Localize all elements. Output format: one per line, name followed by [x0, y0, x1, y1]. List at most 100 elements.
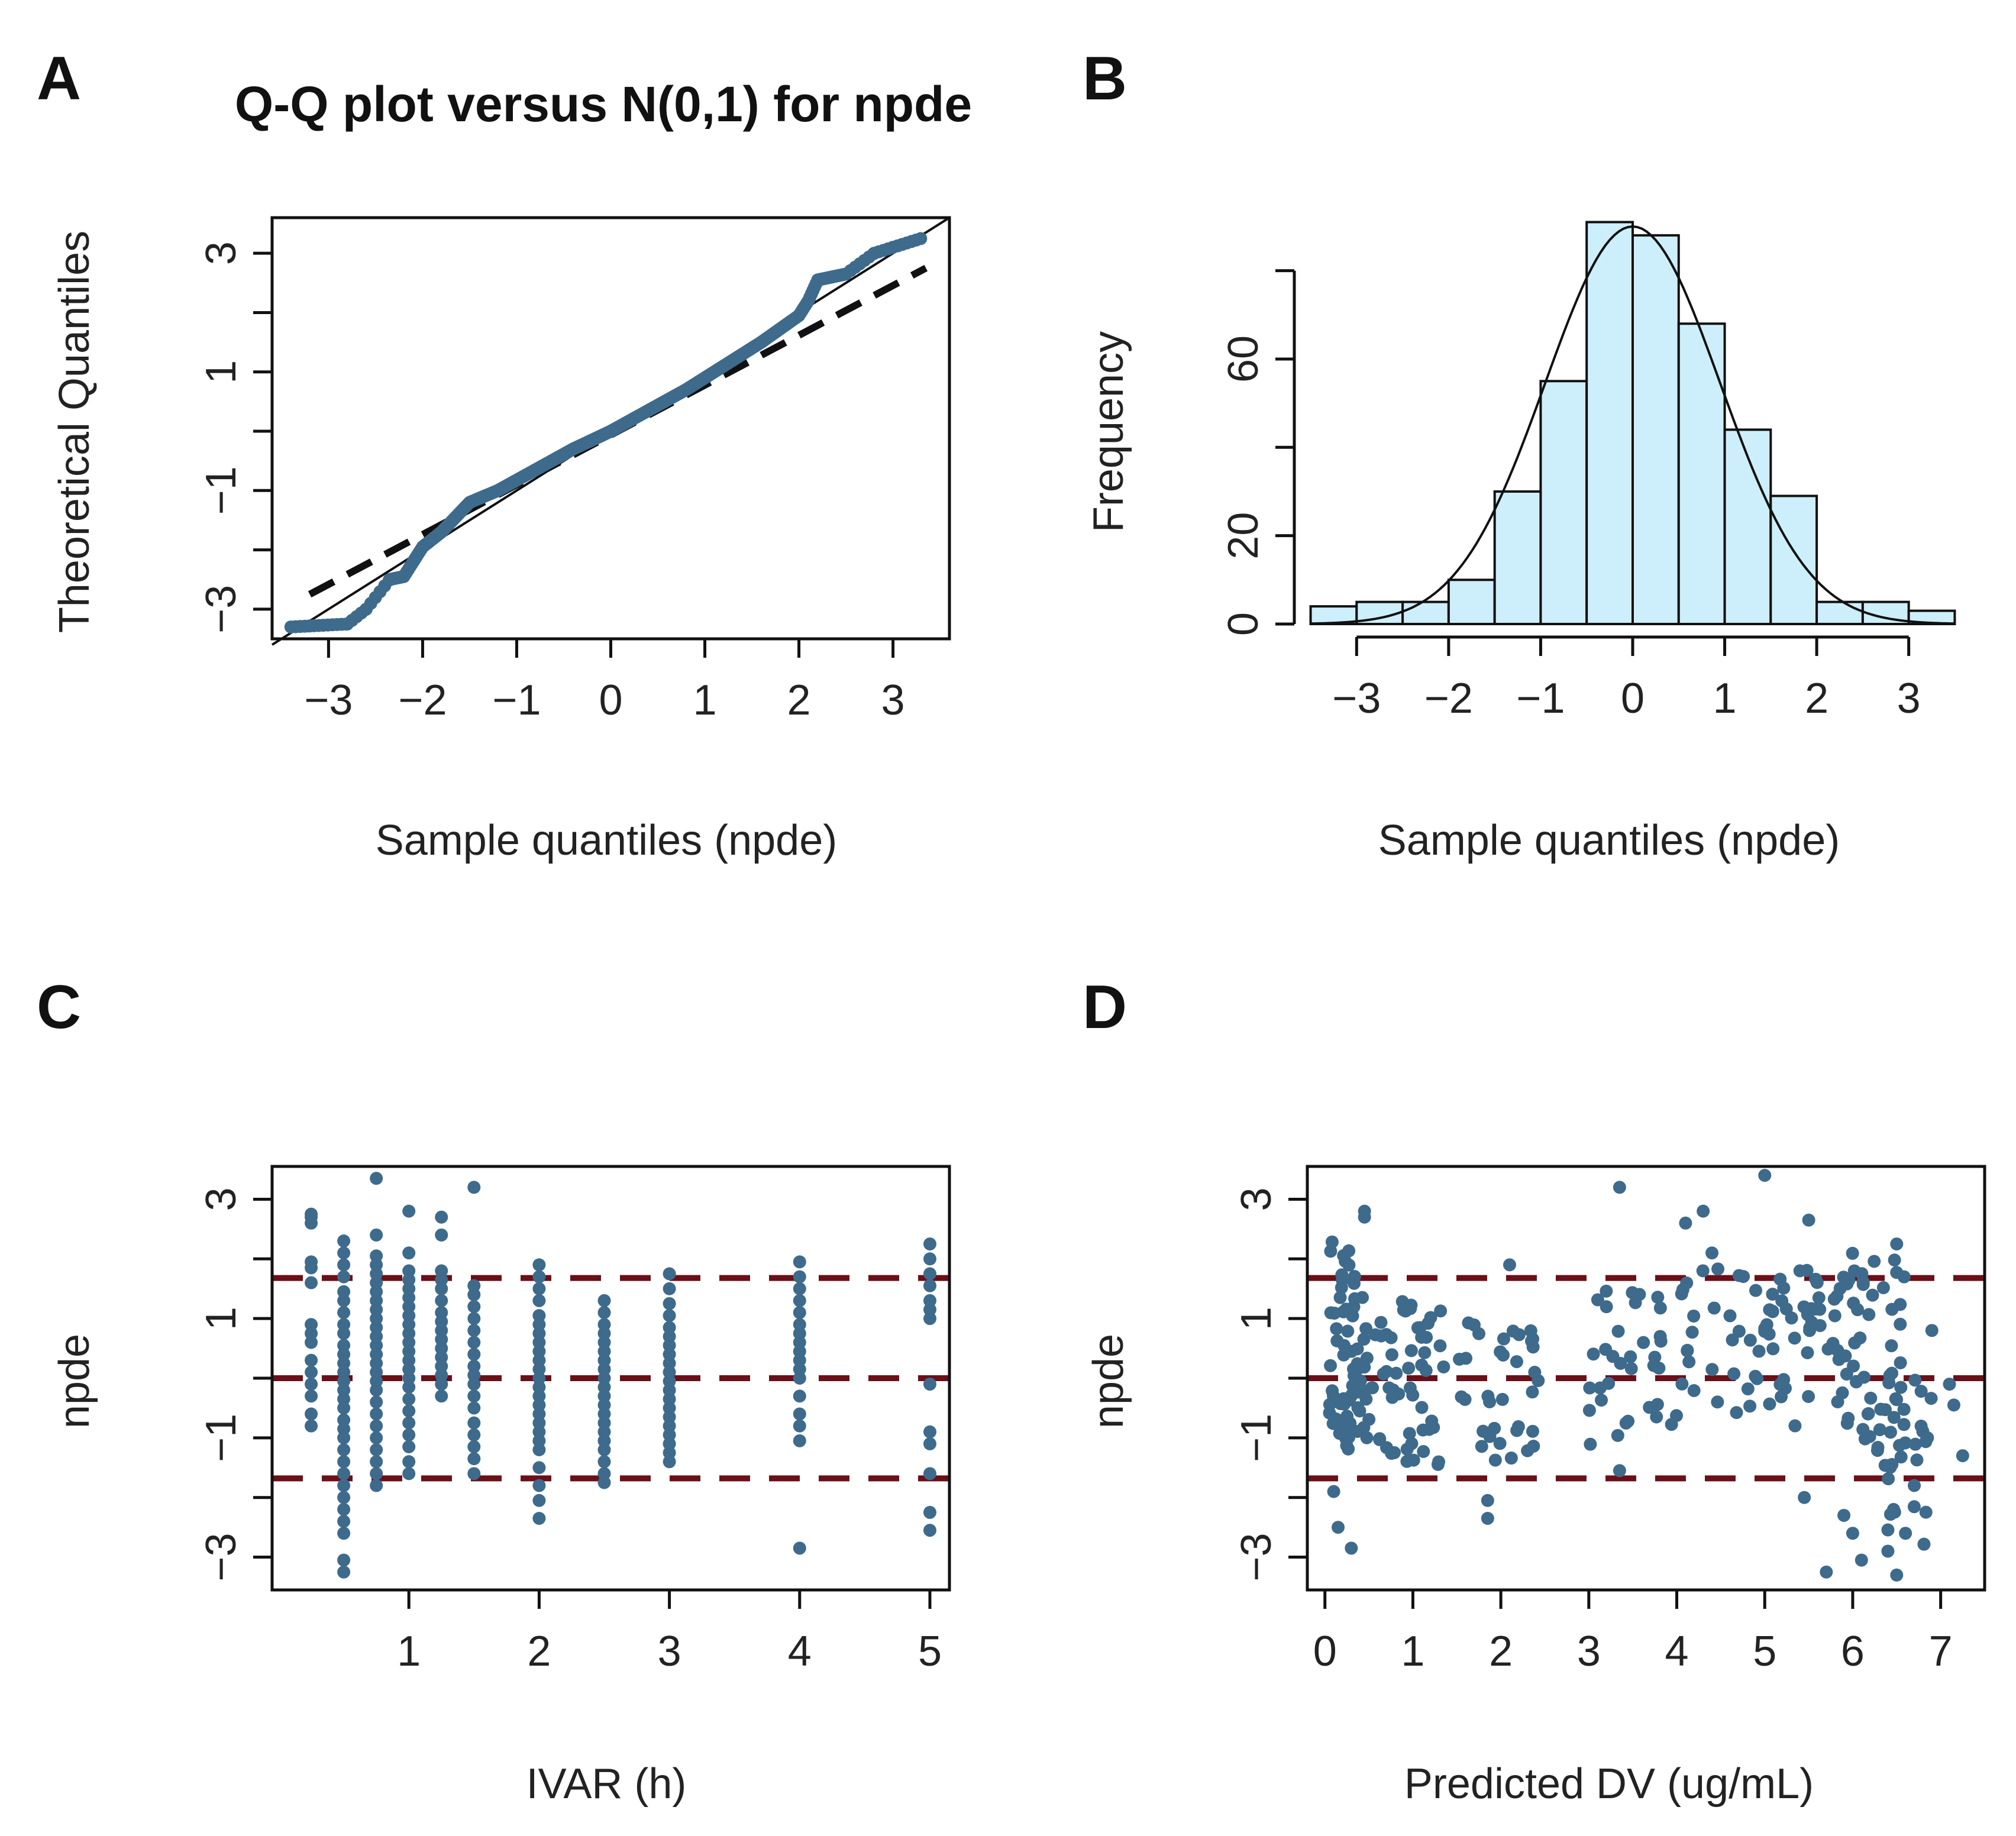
histogram-x-tick-label: −2 — [1424, 675, 1473, 722]
npde-ivar-point — [663, 1297, 676, 1310]
npde-ivar-point — [435, 1228, 448, 1242]
npde-pred-point — [1675, 1377, 1689, 1391]
histogram-bar — [1585, 221, 1634, 625]
npde-pred-point — [1528, 1366, 1542, 1379]
npde-pred-point — [1801, 1346, 1814, 1359]
npde-pred-point — [1777, 1281, 1791, 1295]
npde-pred-point — [1392, 1387, 1406, 1401]
npde-ivar-point — [337, 1413, 351, 1427]
npde-pred-point — [1472, 1327, 1486, 1340]
npde-ivar-point — [597, 1336, 611, 1349]
qq-y-tick-label: 1 — [198, 360, 245, 384]
npde-pred-point — [1339, 1302, 1353, 1316]
npde-pred-point — [1406, 1388, 1420, 1402]
npde-pred-x-tick-label: 3 — [1577, 1628, 1601, 1675]
qq-x-axis-label: Sample quantiles (npde) — [376, 817, 837, 864]
qq-x-tick-label: 1 — [693, 677, 717, 724]
npde-pred-point — [1881, 1544, 1895, 1558]
histogram-x-tick-label: −3 — [1332, 675, 1381, 722]
qq-points — [284, 232, 928, 633]
npde-pred-y-axis-label: npde — [1085, 1334, 1132, 1428]
npde-pred-point — [1595, 1394, 1608, 1407]
npde-pred-point — [1925, 1324, 1939, 1337]
histogram-x-tick-label: −1 — [1516, 675, 1565, 722]
npde-ivar-point — [337, 1306, 351, 1320]
npde-pred-point — [1723, 1309, 1737, 1323]
npde-pred-point — [1711, 1395, 1724, 1409]
npde-ivar-point — [467, 1428, 481, 1441]
npde-pred-point — [1897, 1402, 1911, 1416]
npde-pred-point — [1887, 1411, 1901, 1424]
npde-pred-point — [1418, 1346, 1432, 1359]
npde-pred-point — [1883, 1460, 1897, 1474]
npde-ivar-point — [663, 1437, 676, 1450]
npde-ivar-point — [597, 1306, 611, 1320]
histogram-x-tick-label: 0 — [1621, 675, 1645, 722]
npde-pred-point — [1924, 1392, 1938, 1405]
npde-pred-point — [1419, 1363, 1433, 1377]
npde-pred-point — [1333, 1291, 1347, 1304]
npde-pred-point — [1600, 1284, 1613, 1298]
npde-pred-point — [1696, 1264, 1710, 1278]
npde-ivar-point — [532, 1362, 546, 1376]
qq-plot-frame — [270, 216, 951, 641]
npde-pred-point — [1326, 1384, 1339, 1398]
npde-pred-point — [1831, 1344, 1844, 1357]
npde-ivar-point — [532, 1407, 546, 1421]
npde-ivar-point — [467, 1312, 481, 1326]
npde-pred-point — [1743, 1333, 1757, 1347]
npde-ivar-point — [467, 1300, 481, 1313]
npde-ivar-point — [663, 1410, 676, 1424]
npde-ivar-point — [467, 1368, 481, 1382]
npde-ivar-point — [305, 1389, 318, 1403]
histogram-bar — [1447, 578, 1496, 626]
qq-x-tick-label: −2 — [398, 677, 447, 724]
qq-y-tick-label: −1 — [198, 466, 245, 515]
npde-ivar-point — [597, 1467, 611, 1481]
npde-ivar-point — [370, 1356, 383, 1370]
npde-pred-point — [1648, 1350, 1662, 1364]
npde-ivar-point — [435, 1333, 448, 1346]
npde-ivar-point — [305, 1216, 318, 1230]
npde-ivar-point — [402, 1392, 416, 1406]
npde-pred-point — [1459, 1352, 1473, 1365]
npde-pred-point — [1591, 1293, 1604, 1307]
npde-ivar-x-tick-label: 2 — [527, 1628, 551, 1675]
npde-ivar-point — [337, 1479, 351, 1492]
npde-ivar-point — [370, 1443, 383, 1457]
npde-pred-point — [1342, 1244, 1356, 1258]
npde-ivar-point — [337, 1527, 351, 1540]
histogram-bar — [1401, 600, 1450, 625]
npde-pred-point — [1788, 1331, 1801, 1345]
npde-pred-point — [1890, 1237, 1904, 1251]
npde-ivar-point — [370, 1172, 383, 1185]
npde-ivar-point — [435, 1389, 448, 1403]
npde-pred-point — [1651, 1291, 1665, 1304]
npde-ivar-x-tick-label: 4 — [788, 1628, 812, 1675]
npde-ivar-point — [435, 1368, 448, 1382]
npde-pred-point — [1833, 1282, 1847, 1295]
npde-pred-point — [1883, 1426, 1897, 1439]
npde-pred-point — [1360, 1431, 1374, 1444]
npde-pred-point — [1763, 1397, 1776, 1411]
npde-pred-point — [1624, 1350, 1637, 1363]
npde-ivar-point — [532, 1461, 546, 1475]
qq-x-tick-label: 3 — [881, 677, 905, 724]
npde-ivar-point — [793, 1372, 806, 1385]
npde-ivar-point — [337, 1392, 351, 1406]
npde-pred-point — [1348, 1292, 1362, 1305]
npde-pred-points — [1323, 1169, 1969, 1582]
npde-ivar-point — [402, 1204, 416, 1218]
histogram-axes: −3 −2 −1 0 1 2 3 0 20 60 — [1220, 269, 1921, 722]
npde-pred-point — [1403, 1427, 1416, 1440]
npde-ivar-point — [402, 1318, 416, 1331]
npde-ivar-point — [532, 1494, 546, 1507]
npde-ivar-point — [923, 1237, 936, 1251]
qq-x-tick-label: −1 — [492, 677, 541, 724]
npde-pred-point — [1593, 1381, 1607, 1395]
npde-ivar-point — [467, 1440, 481, 1453]
histogram-bar — [1723, 428, 1772, 625]
npde-pred-point — [1335, 1268, 1349, 1282]
npde-pred-x-tick-label: 0 — [1313, 1628, 1337, 1675]
npde-ivar-point — [923, 1303, 936, 1317]
